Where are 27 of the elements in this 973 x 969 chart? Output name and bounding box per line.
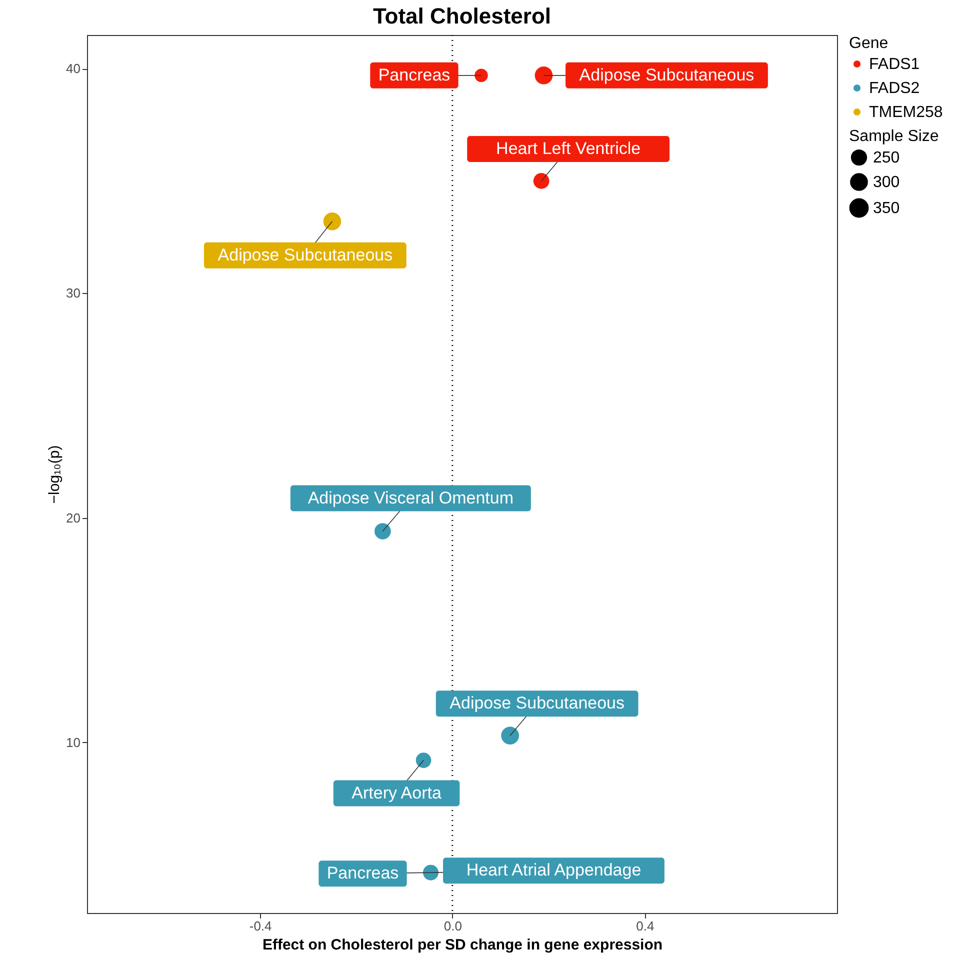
text: Sample Size xyxy=(849,128,939,145)
chart-title: Total Cholesterol xyxy=(372,3,552,28)
x-tick-label: -0.4 xyxy=(249,918,272,934)
annotation: Pancreas xyxy=(378,65,450,84)
legend-label: FADS1 xyxy=(869,56,920,73)
legend-label: 300 xyxy=(873,174,900,191)
x-axis-title: Effect on Cholesterol per SD change in gene expression xyxy=(262,936,663,954)
annotation: Adipose Visceral Omentum xyxy=(308,488,514,508)
x-tick-label: 0.4 xyxy=(636,918,654,934)
legend-label: FADS2 xyxy=(869,80,920,97)
y-tick-label: 30 xyxy=(66,286,80,301)
annotation: Artery Aorta xyxy=(352,783,442,802)
y-tick-label: 40 xyxy=(66,61,80,76)
annotation: Adipose Subcutaneous xyxy=(579,65,754,84)
annotation: Adipose Subcutaneous xyxy=(450,694,625,713)
annotation: Heart Left Ventricle xyxy=(496,138,641,158)
y-axis-title: −log₁₀(p) xyxy=(46,445,64,504)
annotation: Heart Atrial Appendage xyxy=(466,860,642,880)
y-tick-label: 10 xyxy=(66,734,80,750)
legend-title: Gene xyxy=(849,35,888,52)
legend-label: 250 xyxy=(873,150,900,166)
legend-label: 350 xyxy=(873,200,900,217)
legend-label: TMEM258 xyxy=(869,104,943,121)
annotation: Pancreas xyxy=(326,864,399,883)
x-tick-label: 0.0 xyxy=(444,918,462,934)
y-tick-label: 20 xyxy=(66,510,80,526)
annotation: Adipose Subcutaneous xyxy=(218,245,393,264)
